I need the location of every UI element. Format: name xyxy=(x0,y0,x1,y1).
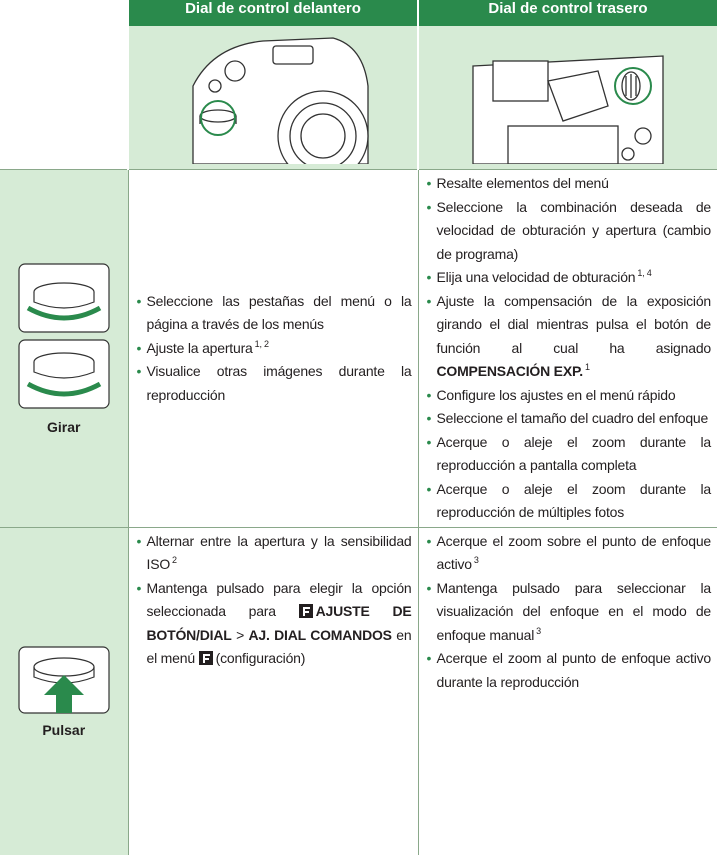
camera-rear xyxy=(472,55,664,165)
bullet-list: Alternar entre la apertura y la sensibil… xyxy=(137,530,412,671)
footnote-ref: 1 xyxy=(585,362,590,373)
bullet-list: Acerque el zoom sobre el punto de enfoqu… xyxy=(427,530,712,695)
footnote-ref: 3 xyxy=(473,555,479,566)
menu-item: AJ. DIAL COMANDOS xyxy=(248,626,393,643)
cell: Alternar entre la apertura y la sensibil… xyxy=(127,526,418,855)
row-label: Pulsar xyxy=(42,721,86,738)
text: (configuración) xyxy=(215,650,306,666)
page: Dial de control delantero Dial de contro… xyxy=(0,0,717,816)
text: Resalte elementos del menú xyxy=(436,175,609,191)
bullet-item: Seleccione la combinación deseada de vel… xyxy=(427,196,712,267)
bullet-item: Configure los ajustes en el menú rápido xyxy=(427,384,712,408)
corner xyxy=(0,0,128,26)
bullet-item: Acerque o aleje el zoom durante la repro… xyxy=(427,478,712,525)
column-header: Dial de control delantero xyxy=(127,0,418,26)
bullet-item: Mantenga pulsado para seleccionar la vis… xyxy=(427,577,712,648)
cell: Acerque el zoom sobre el punto de enfoqu… xyxy=(417,526,717,855)
bullet-item: Mantenga pulsado para elegir la opción s… xyxy=(137,577,412,671)
press-icon xyxy=(18,646,110,714)
text: Seleccione las pestañas del menú o la pá… xyxy=(146,292,412,333)
text: Ajuste la apertura xyxy=(146,339,253,356)
front-dial-image xyxy=(127,26,418,182)
text: Acerque el zoom sobre el punto de enfoqu… xyxy=(436,532,712,573)
text: Configure los ajustes en el menú rápido xyxy=(436,386,676,403)
text: Visualice otras imágenes durante la repr… xyxy=(146,363,412,403)
footnote-ref: 1, 2 xyxy=(254,338,269,349)
footnote-ref: 3 xyxy=(536,625,541,636)
text: Seleccione el tamaño del cuadro del enfo… xyxy=(436,410,709,426)
column-header: Dial de control trasero xyxy=(417,0,717,26)
menu-item: COMPENSACIÓN EXP. xyxy=(436,363,584,379)
menu-item: AJUSTE DE BOTÓN/DIAL xyxy=(146,603,412,643)
text: Ajuste la compensación de la exposición … xyxy=(436,292,712,356)
bullet-item: Acerque el zoom sobre el punto de enfoqu… xyxy=(427,530,712,577)
bullet-item: Acerque el zoom al punto de enfoque acti… xyxy=(427,647,712,694)
row-label-cell: Pulsar xyxy=(0,526,128,855)
bullet-item: Seleccione el tamaño del cuadro del enfo… xyxy=(427,407,712,431)
bullet-item: Alternar entre la apertura y la sensibil… xyxy=(137,530,412,577)
bullet-item: Ajuste la compensación de la exposición … xyxy=(427,290,712,384)
bullet-item: Visualice otras imágenes durante la repr… xyxy=(137,360,412,407)
text: Mantenga pulsado para elegir la opción s… xyxy=(146,579,412,620)
bullet-item: Seleccione las pestañas del menú o la pá… xyxy=(137,290,412,337)
footnote-ref: 1, 4 xyxy=(637,268,652,279)
text: Acerque el zoom al punto de enfoque acti… xyxy=(436,650,712,690)
text: Mantenga pulsado para seleccionar la vis… xyxy=(436,579,712,643)
camera-front xyxy=(192,37,369,182)
bullet-item: Acerque o aleje el zoom durante la repro… xyxy=(427,431,712,478)
corner xyxy=(0,26,128,170)
rotate-icon xyxy=(18,263,110,409)
footnote-ref: 2 xyxy=(172,555,177,566)
text: > xyxy=(236,626,245,643)
setup-icon xyxy=(298,604,313,618)
cell: Resalte elementos del menú Seleccione la … xyxy=(417,169,717,527)
text: Acerque o aleje el zoom durante la repro… xyxy=(436,480,712,521)
text: Acerque o aleje el zoom durante la repro… xyxy=(436,433,712,474)
text: Alternar entre la apertura y la sensibil… xyxy=(146,532,412,573)
text: Elija una velocidad de obturación xyxy=(436,269,636,285)
cell: Seleccione las pestañas del menú o la pá… xyxy=(127,169,418,527)
row-label: Girar xyxy=(47,418,81,435)
row-label-cell: Girar xyxy=(0,169,128,527)
setup-icon xyxy=(198,651,213,665)
bullet-list: Resalte elementos del menú Seleccione la … xyxy=(427,172,712,525)
bullet-item: Resalte elementos del menú xyxy=(427,172,712,196)
text: en el menú xyxy=(146,626,412,667)
text: Seleccione la combinación deseada de vel… xyxy=(436,198,712,262)
bullet-list: Seleccione las pestañas del menú o la pá… xyxy=(137,290,412,408)
rear-dial-image xyxy=(417,26,717,170)
